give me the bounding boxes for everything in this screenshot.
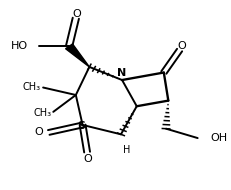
Text: CH₃: CH₃ <box>23 82 41 92</box>
Text: N: N <box>117 67 126 78</box>
Text: H: H <box>123 145 130 155</box>
Text: O: O <box>72 10 81 20</box>
Text: OH: OH <box>209 133 226 143</box>
Text: HO: HO <box>11 41 28 51</box>
Text: O: O <box>83 154 92 164</box>
Text: O: O <box>34 127 43 137</box>
Text: S: S <box>77 121 85 131</box>
Polygon shape <box>65 44 89 67</box>
Text: CH₃: CH₃ <box>33 108 51 118</box>
Text: O: O <box>177 41 185 51</box>
